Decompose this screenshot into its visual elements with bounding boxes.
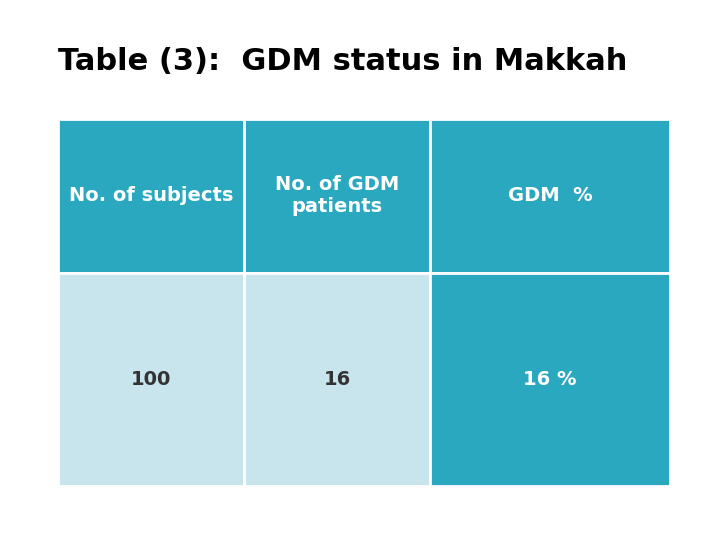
- Text: Table (3):  GDM status in Makkah: Table (3): GDM status in Makkah: [58, 46, 627, 76]
- Text: No. of subjects: No. of subjects: [68, 186, 233, 205]
- Text: 16 %: 16 %: [523, 370, 577, 389]
- Text: 100: 100: [130, 370, 171, 389]
- Text: GDM  %: GDM %: [508, 186, 592, 205]
- Text: 16: 16: [323, 370, 351, 389]
- Text: No. of GDM
patients: No. of GDM patients: [275, 176, 399, 217]
